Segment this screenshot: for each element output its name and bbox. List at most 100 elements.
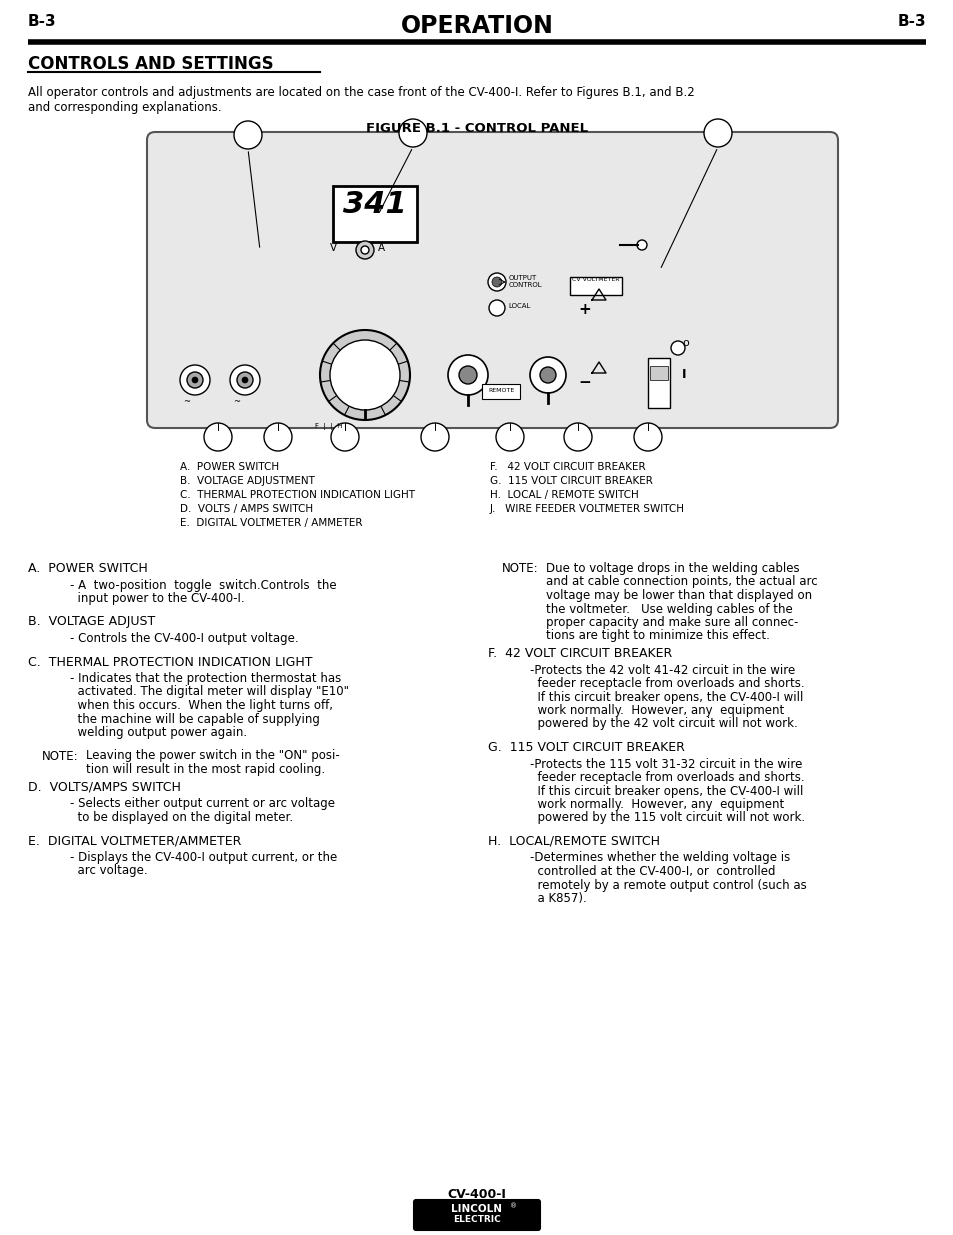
Circle shape	[492, 277, 501, 287]
Circle shape	[458, 366, 476, 384]
Circle shape	[563, 424, 592, 451]
Text: remotely by a remote output control (such as: remotely by a remote output control (suc…	[530, 878, 806, 892]
Circle shape	[539, 367, 556, 383]
Text: activated. The digital meter will display "E10": activated. The digital meter will displa…	[70, 685, 349, 699]
Text: feeder receptacle from overloads and shorts.: feeder receptacle from overloads and sho…	[530, 771, 803, 784]
Text: REMOTE: REMOTE	[488, 388, 514, 393]
Text: NOTE:: NOTE:	[501, 562, 538, 576]
Text: G.  115 VOLT CIRCUIT BREAKER: G. 115 VOLT CIRCUIT BREAKER	[488, 741, 684, 755]
Text: CONTROLS AND SETTINGS: CONTROLS AND SETTINGS	[28, 56, 274, 73]
Circle shape	[703, 119, 731, 147]
Text: tion will result in the most rapid cooling.: tion will result in the most rapid cooli…	[86, 763, 325, 776]
Text: ®: ®	[510, 1203, 517, 1209]
FancyBboxPatch shape	[481, 384, 519, 399]
Text: ELECTRIC: ELECTRIC	[453, 1215, 500, 1224]
Text: -Protects the 115 volt 31-32 circuit in the wire: -Protects the 115 volt 31-32 circuit in …	[530, 757, 801, 771]
Circle shape	[634, 424, 661, 451]
Text: to be displayed on the digital meter.: to be displayed on the digital meter.	[70, 810, 293, 824]
Circle shape	[448, 354, 488, 395]
Circle shape	[530, 357, 565, 393]
Text: and at cable connection points, the actual arc: and at cable connection points, the actu…	[545, 576, 817, 589]
FancyBboxPatch shape	[414, 1200, 539, 1230]
Text: J.   WIRE FEEDER VOLTMETER SWITCH: J. WIRE FEEDER VOLTMETER SWITCH	[490, 504, 684, 514]
Text: input power to the CV-400-I.: input power to the CV-400-I.	[70, 592, 244, 605]
FancyBboxPatch shape	[147, 132, 837, 429]
Circle shape	[180, 366, 210, 395]
Text: - Displays the CV-400-I output current, or the: - Displays the CV-400-I output current, …	[70, 851, 337, 863]
Text: welding output power again.: welding output power again.	[70, 726, 247, 739]
Text: work normally.  However, any  equipment: work normally. However, any equipment	[530, 704, 783, 718]
Text: V: V	[330, 243, 336, 253]
Text: C.  THERMAL PROTECTION INDICATION LIGHT: C. THERMAL PROTECTION INDICATION LIGHT	[180, 490, 415, 500]
Text: - Selects either output current or arc voltage: - Selects either output current or arc v…	[70, 797, 335, 810]
Text: G.  115 VOLT CIRCUIT BREAKER: G. 115 VOLT CIRCUIT BREAKER	[490, 475, 652, 487]
Text: Leaving the power switch in the "ON" posi-: Leaving the power switch in the "ON" pos…	[86, 750, 339, 762]
Text: A: A	[377, 243, 385, 253]
Circle shape	[398, 119, 427, 147]
Circle shape	[230, 366, 260, 395]
Circle shape	[637, 240, 646, 249]
Text: powered by the 115 volt circuit will not work.: powered by the 115 volt circuit will not…	[530, 811, 804, 825]
Text: - Controls the CV-400-I output voltage.: - Controls the CV-400-I output voltage.	[70, 632, 298, 645]
Text: tions are tight to minimize this effect.: tions are tight to minimize this effect.	[545, 630, 769, 642]
Circle shape	[331, 424, 358, 451]
Text: NOTE:: NOTE:	[42, 750, 78, 762]
Text: B.  VOLTAGE ADJUSTMENT: B. VOLTAGE ADJUSTMENT	[180, 475, 314, 487]
Text: -Determines whether the welding voltage is: -Determines whether the welding voltage …	[530, 851, 789, 864]
Text: +: +	[578, 303, 590, 317]
Text: o: o	[681, 338, 688, 348]
Circle shape	[187, 372, 203, 388]
Circle shape	[242, 377, 248, 383]
Circle shape	[489, 300, 504, 316]
Text: LINCOLN: LINCOLN	[451, 1204, 502, 1214]
Text: 341: 341	[343, 190, 406, 219]
Text: B-3: B-3	[28, 14, 56, 28]
Text: ~: ~	[233, 396, 240, 406]
Circle shape	[236, 372, 253, 388]
Text: ~: ~	[183, 396, 190, 406]
Text: CV-400-I: CV-400-I	[447, 1188, 506, 1200]
Circle shape	[192, 377, 198, 383]
Text: the machine will be capable of supplying: the machine will be capable of supplying	[70, 713, 319, 725]
Text: C.  THERMAL PROTECTION INDICATION LIGHT: C. THERMAL PROTECTION INDICATION LIGHT	[28, 656, 313, 668]
Circle shape	[420, 424, 449, 451]
Circle shape	[319, 330, 410, 420]
Text: - A  two-position  toggle  switch.Controls  the: - A two-position toggle switch.Controls …	[70, 578, 336, 592]
Text: feeder receptacle from overloads and shorts.: feeder receptacle from overloads and sho…	[530, 677, 803, 690]
Circle shape	[204, 424, 232, 451]
Text: controlled at the CV-400-I, or  controlled: controlled at the CV-400-I, or controlle…	[530, 864, 775, 878]
Circle shape	[496, 424, 523, 451]
Circle shape	[360, 246, 369, 254]
Text: I: I	[681, 368, 686, 382]
Circle shape	[233, 121, 262, 149]
Circle shape	[330, 340, 399, 410]
Text: LOCAL: LOCAL	[507, 303, 530, 309]
Text: −: −	[578, 375, 590, 390]
Text: Due to voltage drops in the welding cables: Due to voltage drops in the welding cabl…	[545, 562, 799, 576]
Bar	[647, 358, 669, 408]
Text: E.  DIGITAL VOLTMETER/AMMETER: E. DIGITAL VOLTMETER/AMMETER	[28, 834, 241, 847]
Text: If this circuit breaker opens, the CV-400-I will: If this circuit breaker opens, the CV-40…	[530, 690, 802, 704]
Text: F.  42 VOLT CIRCUIT BREAKER: F. 42 VOLT CIRCUIT BREAKER	[488, 647, 672, 659]
Circle shape	[670, 341, 684, 354]
Text: the voltmeter.   Use welding cables of the: the voltmeter. Use welding cables of the	[545, 603, 792, 615]
Text: F  |  |  H: F | | H	[314, 424, 342, 430]
Text: a K857).: a K857).	[530, 892, 586, 905]
Text: CV VOLTMETER: CV VOLTMETER	[572, 277, 618, 282]
Text: proper capacity and make sure all connec-: proper capacity and make sure all connec…	[545, 616, 798, 629]
Text: -Protects the 42 volt 41-42 circuit in the wire: -Protects the 42 volt 41-42 circuit in t…	[530, 663, 795, 677]
Text: powered by the 42 volt circuit will not work.: powered by the 42 volt circuit will not …	[530, 718, 797, 730]
Text: H.  LOCAL/REMOTE SWITCH: H. LOCAL/REMOTE SWITCH	[488, 835, 659, 848]
Text: B-3: B-3	[897, 14, 925, 28]
Text: - Indicates that the protection thermostat has: - Indicates that the protection thermost…	[70, 672, 341, 685]
Text: OPERATION: OPERATION	[400, 14, 553, 38]
Text: when this occurs.  When the light turns off,: when this occurs. When the light turns o…	[70, 699, 333, 713]
Text: OUTPUT
CONTROL: OUTPUT CONTROL	[509, 275, 542, 288]
Text: All operator controls and adjustments are located on the case front of the CV-40: All operator controls and adjustments ar…	[28, 86, 694, 99]
Circle shape	[355, 241, 374, 259]
Text: If this circuit breaker opens, the CV-400-I will: If this circuit breaker opens, the CV-40…	[530, 784, 802, 798]
Text: A.  POWER SWITCH: A. POWER SWITCH	[180, 462, 279, 472]
Text: B.  VOLTAGE ADJUST: B. VOLTAGE ADJUST	[28, 615, 155, 629]
Text: F.   42 VOLT CIRCUIT BREAKER: F. 42 VOLT CIRCUIT BREAKER	[490, 462, 645, 472]
Text: H.  LOCAL / REMOTE SWITCH: H. LOCAL / REMOTE SWITCH	[490, 490, 639, 500]
